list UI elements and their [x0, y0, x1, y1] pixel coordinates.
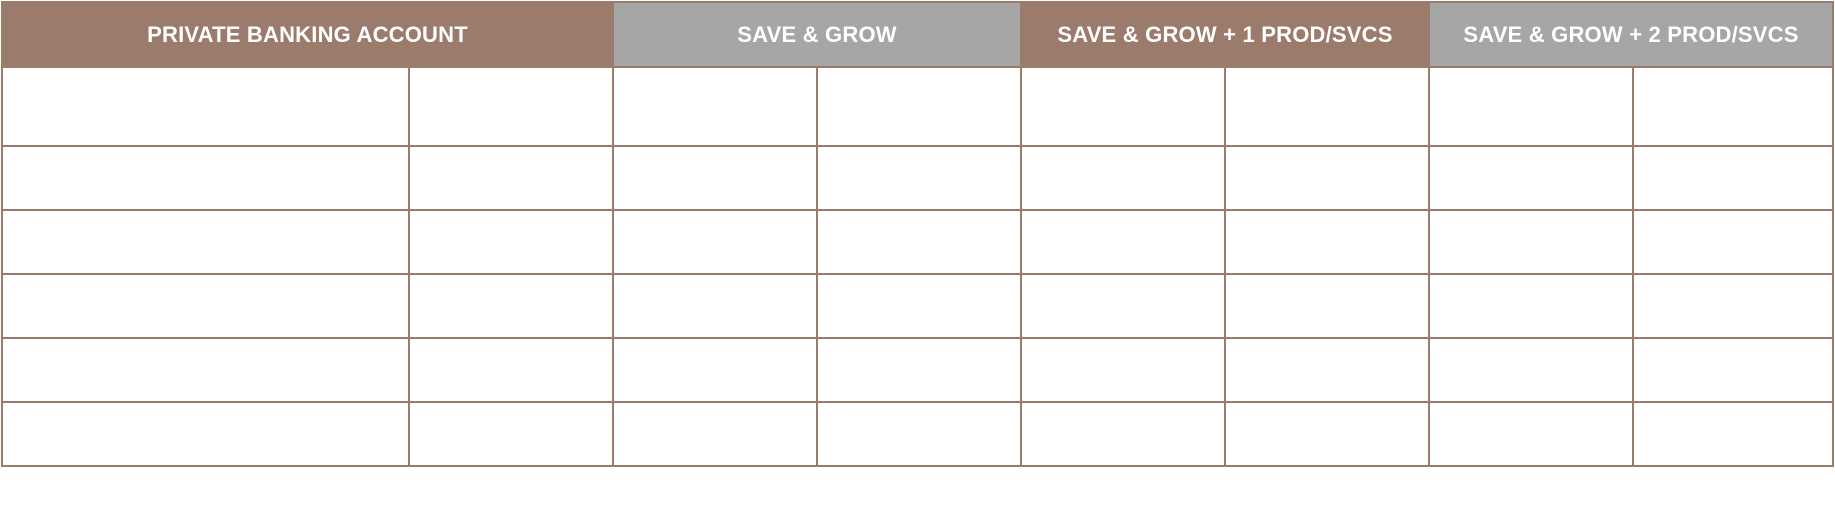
table-cell: [1224, 401, 1430, 467]
table-cell: [1020, 337, 1226, 403]
table-cell: [1428, 66, 1634, 147]
table-cell: [1632, 145, 1834, 211]
table-cell: [408, 145, 614, 211]
table-cell: [1020, 273, 1226, 339]
table-cell: [1, 273, 410, 339]
header-row: PRIVATE BANKING ACCOUNT SAVE & GROW SAVE…: [1, 1, 1834, 68]
table-cell: [816, 337, 1022, 403]
table-cell: [816, 209, 1022, 275]
table-cell: [816, 401, 1022, 467]
table-cell: [1, 209, 410, 275]
table-cell: [816, 145, 1022, 211]
table-cell: [1, 66, 410, 147]
table-cell: [408, 209, 614, 275]
table-row: [1, 209, 1834, 275]
table-cell: [1224, 209, 1430, 275]
header-private-banking-account: PRIVATE BANKING ACCOUNT: [1, 1, 614, 68]
table-cell: [1020, 401, 1226, 467]
table-cell: [1632, 401, 1834, 467]
table-cell: [612, 145, 818, 211]
table-cell: [1, 401, 410, 467]
table-cell: [612, 273, 818, 339]
table-row: [1, 273, 1834, 339]
table-cell: [408, 401, 614, 467]
comparison-table: PRIVATE BANKING ACCOUNT SAVE & GROW SAVE…: [1, 1, 1834, 467]
table-cell: [1, 337, 410, 403]
table-cell: [612, 66, 818, 147]
table-cell: [1632, 209, 1834, 275]
table-cell: [1632, 66, 1834, 147]
table-cell: [1428, 401, 1634, 467]
table-cell: [816, 66, 1022, 147]
table-cell: [408, 273, 614, 339]
table-cell: [612, 401, 818, 467]
table-row: [1, 145, 1834, 211]
table-cell: [1020, 66, 1226, 147]
table-cell: [1428, 209, 1634, 275]
table-cell: [1020, 145, 1226, 211]
header-save-and-grow-plus-1: SAVE & GROW + 1 PROD/SVCS: [1020, 1, 1430, 68]
table-row: [1, 337, 1834, 403]
table-cell: [1224, 273, 1430, 339]
table-cell: [408, 337, 614, 403]
table-cell: [1, 145, 410, 211]
table-cell: [1632, 337, 1834, 403]
table-cell: [408, 66, 614, 147]
table-cell: [1428, 337, 1634, 403]
table-cell: [816, 273, 1022, 339]
table-cell: [612, 209, 818, 275]
header-save-and-grow: SAVE & GROW: [612, 1, 1022, 68]
table-cell: [1428, 273, 1634, 339]
table-cell: [1632, 273, 1834, 339]
table-cell: [1428, 145, 1634, 211]
table-cell: [1224, 337, 1430, 403]
table-row: [1, 66, 1834, 147]
header-save-and-grow-plus-2: SAVE & GROW + 2 PROD/SVCS: [1428, 1, 1834, 68]
table-cell: [612, 337, 818, 403]
table-cell: [1224, 66, 1430, 147]
table-cell: [1020, 209, 1226, 275]
table-row: [1, 401, 1834, 467]
table-cell: [1224, 145, 1430, 211]
